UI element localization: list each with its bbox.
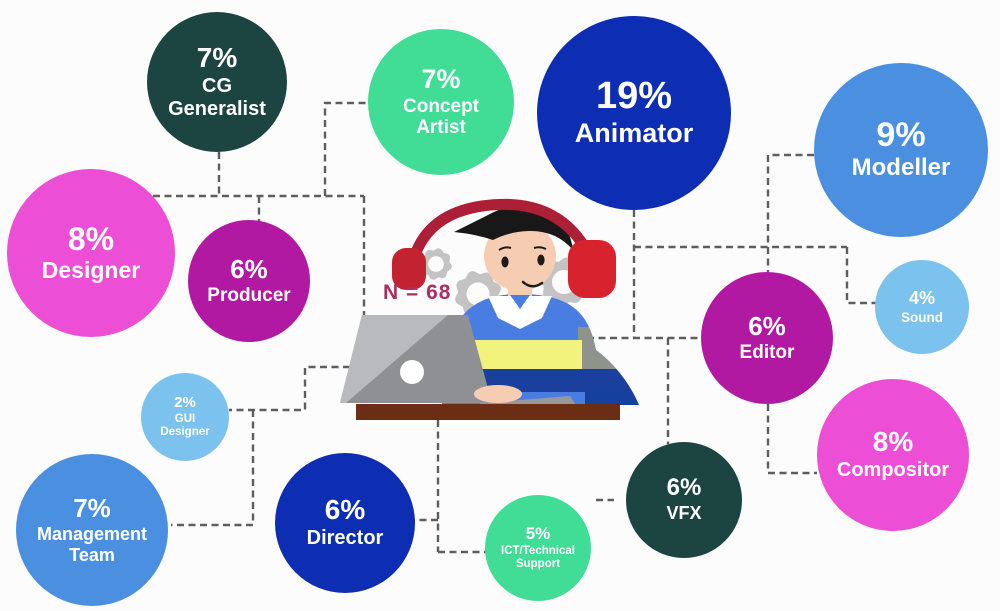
bubble-percent: 8% [872,426,914,458]
bubble-concept-artist: 7% Concept Artist [368,29,514,175]
headphone-cup-right [568,240,616,298]
bubble-percent: 19% [595,75,673,118]
connector [323,101,368,196]
connector [766,153,814,272]
bubble-sound: 4% Sound [875,260,969,354]
bubble-editor: 6% Editor [701,272,833,404]
hand [474,385,522,403]
connector [766,404,817,475]
bubble-label: ICT/Technical Support [501,545,575,570]
bubble-animator: 19% Animator [537,16,731,210]
bubble-label: GUI Designer [160,413,210,438]
bubble-percent: 6% [748,310,786,341]
sample-size-label: N = 68 [383,281,452,304]
bubble-label: Editor [739,341,795,363]
bubble-label: Producer [207,284,291,306]
bubble-management-team: 7% Management Team [16,454,168,606]
bubble-percent: 2% [174,394,196,412]
bubble-modeller: 9% Modeller [814,63,988,237]
connector [171,410,255,527]
bubble-label: Director [306,527,384,550]
bubble-label: Sound [901,309,943,325]
bubble-producer: 6% Producer [188,220,310,342]
bubble-label: Concept Artist [403,95,479,138]
bubble-percent: 9% [876,116,926,155]
bubble-cg-generalist: 7% CG Generalist [147,12,287,152]
bubble-percent: 4% [908,287,935,308]
bubble-label: VFX [666,503,702,524]
bubble-percent: 6% [666,474,702,502]
bubble-vfx: 6% VFX [626,442,742,558]
bubble-percent: 7% [421,63,461,94]
bubble-compositor: 8% Compositor [817,379,969,531]
eye [501,256,509,268]
laptop-icon [340,315,576,405]
headphones-icon [408,198,590,264]
bubble-percent: 8% [67,220,115,257]
headphone-cup-left [392,248,426,290]
face [484,221,556,291]
bubble-label: Designer [41,256,141,283]
bubble-label: Modeller [851,154,951,182]
bubble-percent: 7% [73,493,111,524]
eye [537,254,545,266]
smile [521,280,544,288]
connector [845,247,876,305]
collar [488,296,552,329]
bubble-label: Compositor [836,459,950,482]
bubble-percent: 5% [525,524,551,544]
bubble-label: Management Team [36,524,148,565]
bubble-gui-designer: 2% GUI Designer [141,373,229,461]
bubble-percent: 7% [196,42,238,74]
bubble-label: Animator [574,118,694,149]
bubble-ict-support: 5% ICT/Technical Support [485,495,591,601]
bubble-label: CG Generalist [168,75,266,120]
bubble-percent: 6% [324,494,366,526]
desk [356,404,620,420]
workstation-illustration [340,198,639,420]
bubble-designer: 8% Designer [7,169,175,337]
bubble-percent: 6% [230,253,268,284]
bubble-director: 6% Director [275,453,415,593]
